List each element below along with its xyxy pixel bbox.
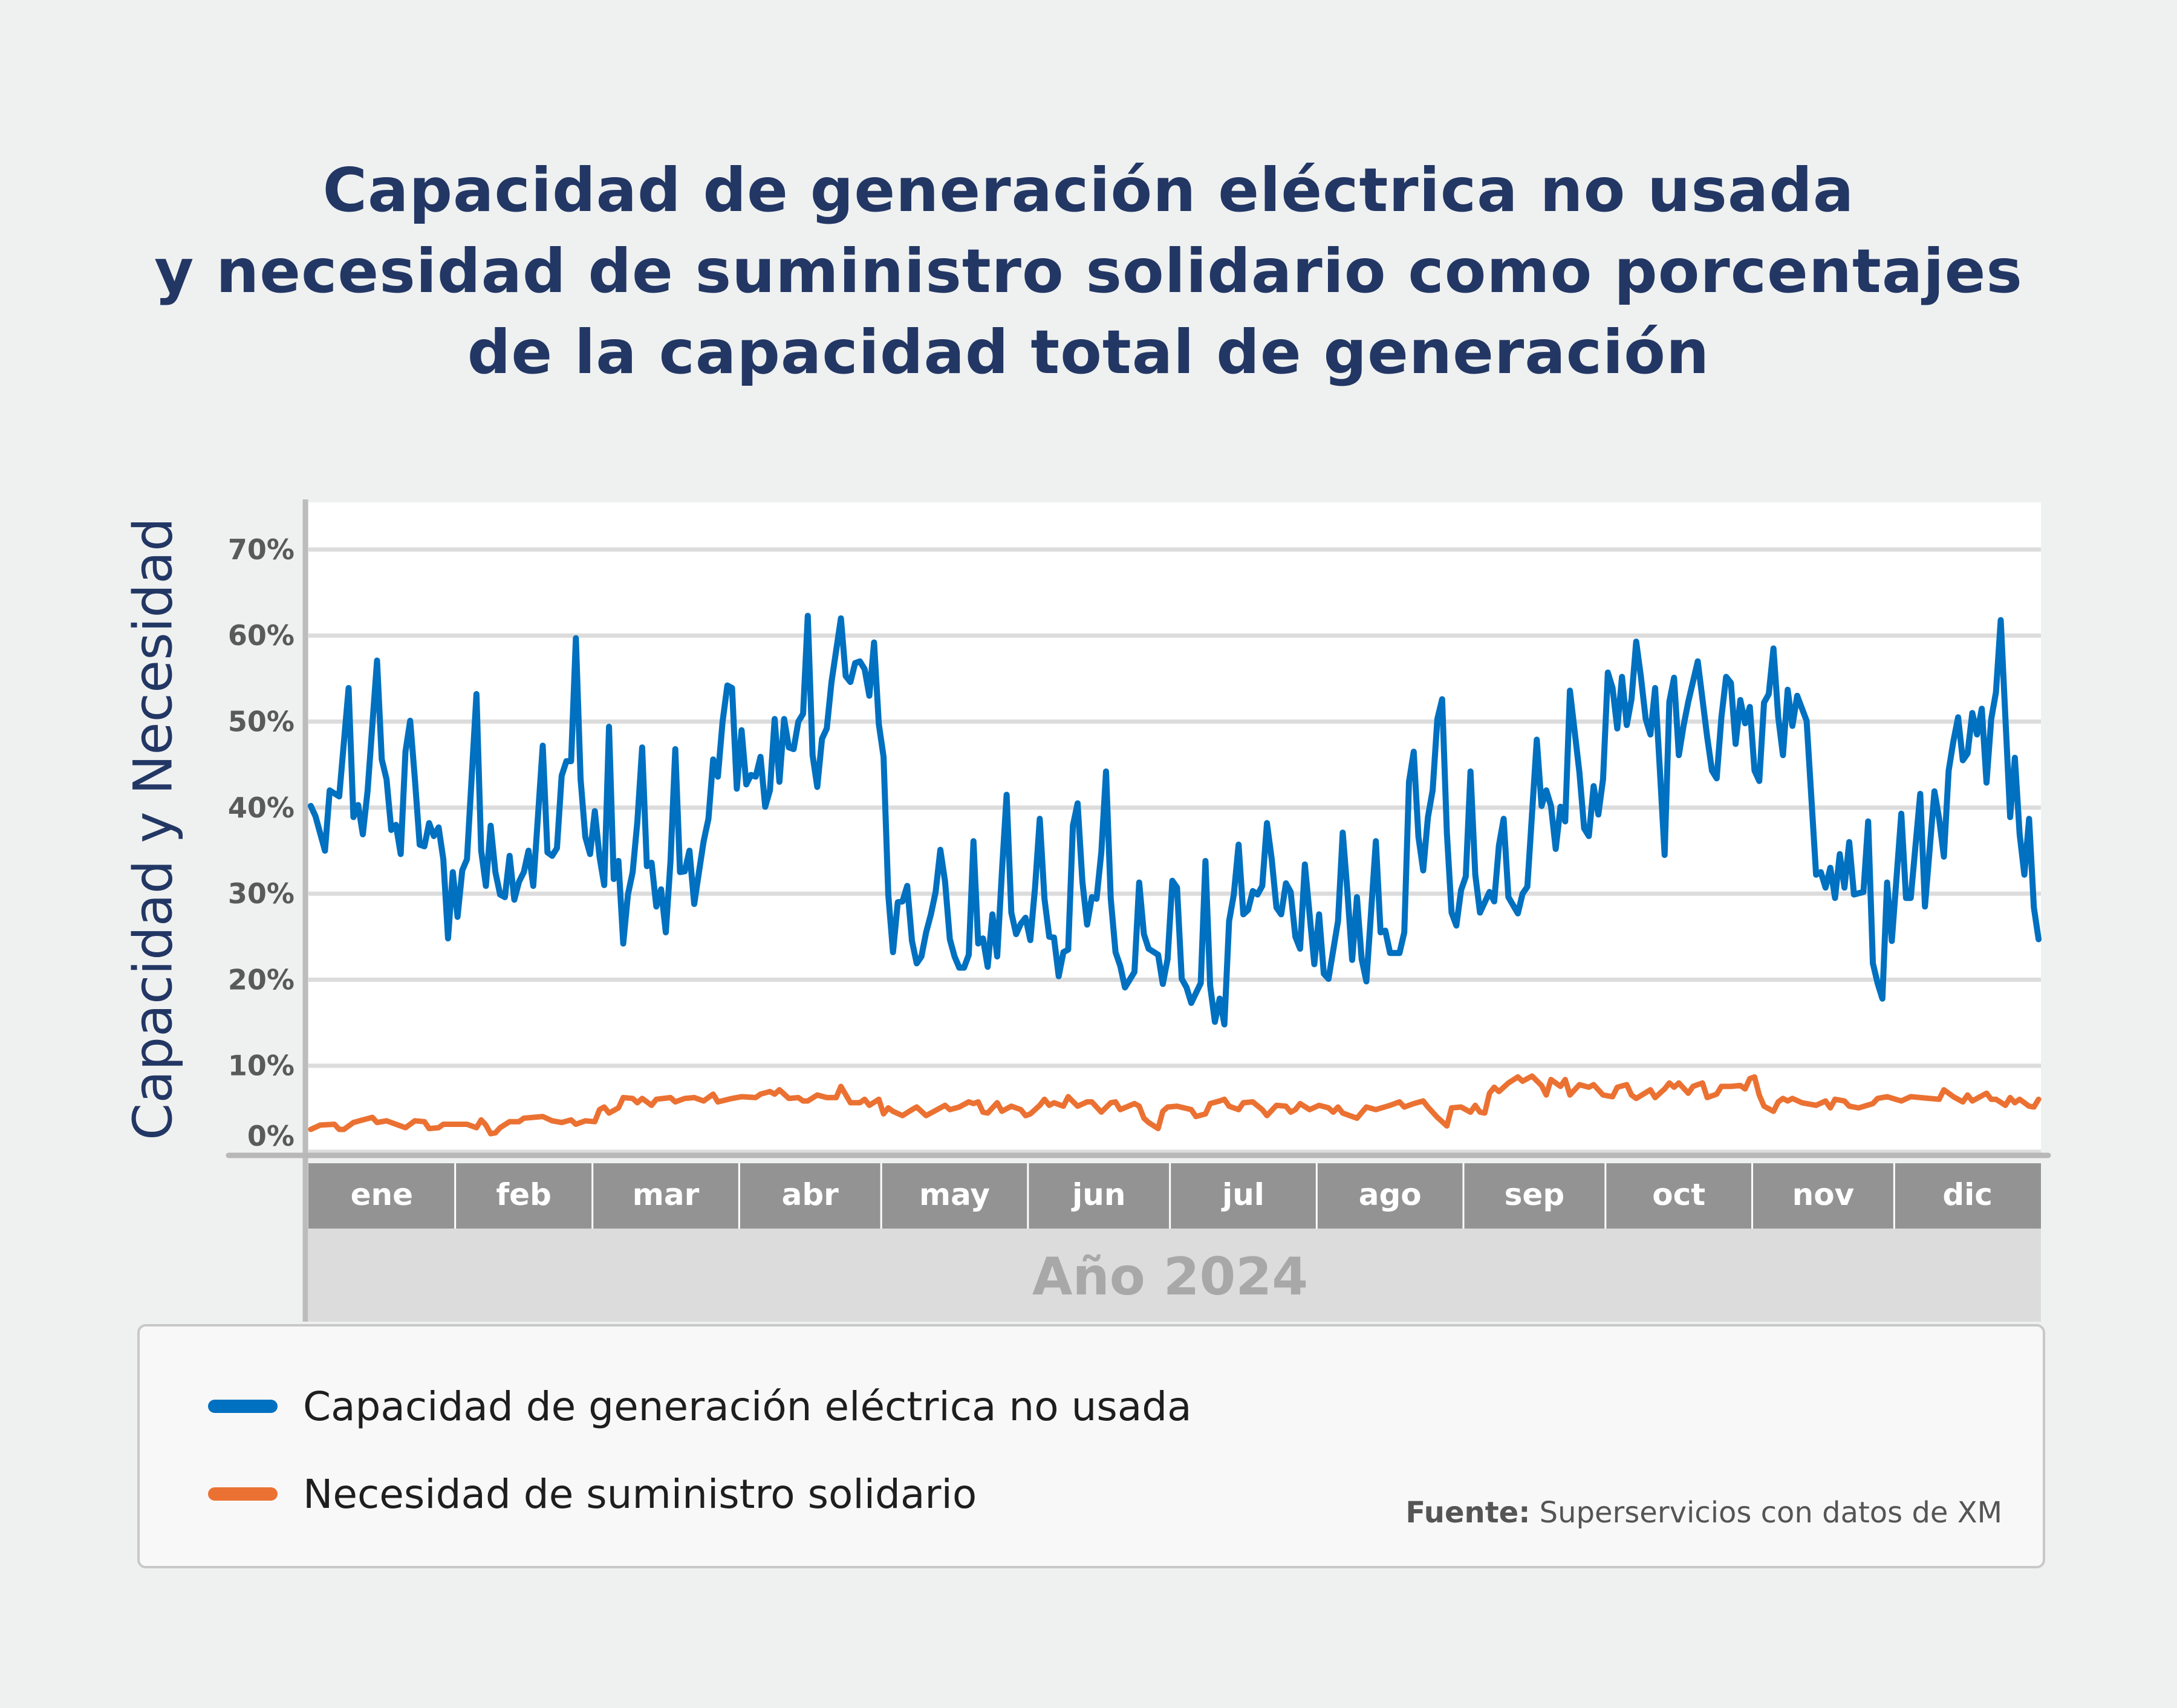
y-tick-label: 10% — [228, 1050, 294, 1082]
y-tick-label: 20% — [228, 963, 294, 996]
x-tick-label: abr — [782, 1177, 839, 1212]
legend-label: Necesidad de suministro solidario — [303, 1470, 977, 1518]
y-tick-label: 60% — [228, 619, 294, 652]
plot-area — [308, 502, 2041, 1152]
x-tick-label: ene — [351, 1177, 413, 1212]
series-line-capacidad-no-usada — [307, 612, 2042, 1028]
x-tick-label: mar — [633, 1177, 700, 1212]
y-tick-label: 40% — [228, 791, 294, 824]
chart-title-line-3: de la capacidad total de generación — [467, 317, 1710, 388]
x-tick-label: ago — [1359, 1177, 1422, 1212]
month-band — [308, 1163, 2041, 1229]
source-label: Fuente: — [1405, 1496, 1531, 1530]
x-tick-label: jun — [1071, 1177, 1125, 1212]
x-tick-label: jul — [1221, 1177, 1264, 1212]
x-tick-label: oct — [1652, 1177, 1705, 1212]
x-axis-title: Año 2024 — [1032, 1247, 1308, 1307]
x-tick-label: feb — [496, 1177, 551, 1212]
y-tick-label: 30% — [228, 877, 294, 910]
x-tick-label: may — [919, 1177, 990, 1212]
legend-item-necesidad: Necesidad de suministro solidario — [208, 1464, 977, 1524]
legend-swatch-blue-line — [208, 1400, 278, 1413]
x-tick-label: dic — [1942, 1177, 1993, 1212]
source-text: Superservicios con datos de XM — [1530, 1496, 2002, 1530]
x-axis-title-band — [308, 1229, 2041, 1322]
chart-title-line-2: y necesidad de suministro solidario como… — [154, 236, 2023, 307]
x-tick-label: nov — [1792, 1177, 1855, 1212]
series-line-necesidad-suministro — [308, 1073, 2042, 1137]
legend-panel — [137, 1324, 2045, 1568]
source-note: Fuente: Superservicios con datos de XM — [1405, 1496, 2002, 1530]
legend-item-capacidad: Capacidad de generación eléctrica no usa… — [208, 1376, 1192, 1437]
y-tick-label: 70% — [228, 533, 294, 566]
legend-swatch-orange-line — [208, 1487, 278, 1501]
y-tick-label: 50% — [228, 706, 294, 738]
chart-title-line-1: Capacidad de generación eléctrica no usa… — [322, 155, 1855, 226]
x-tick-label: sep — [1505, 1177, 1564, 1212]
y-tick-label: 0% — [247, 1120, 294, 1152]
legend-label: Capacidad de generación eléctrica no usa… — [303, 1383, 1192, 1430]
